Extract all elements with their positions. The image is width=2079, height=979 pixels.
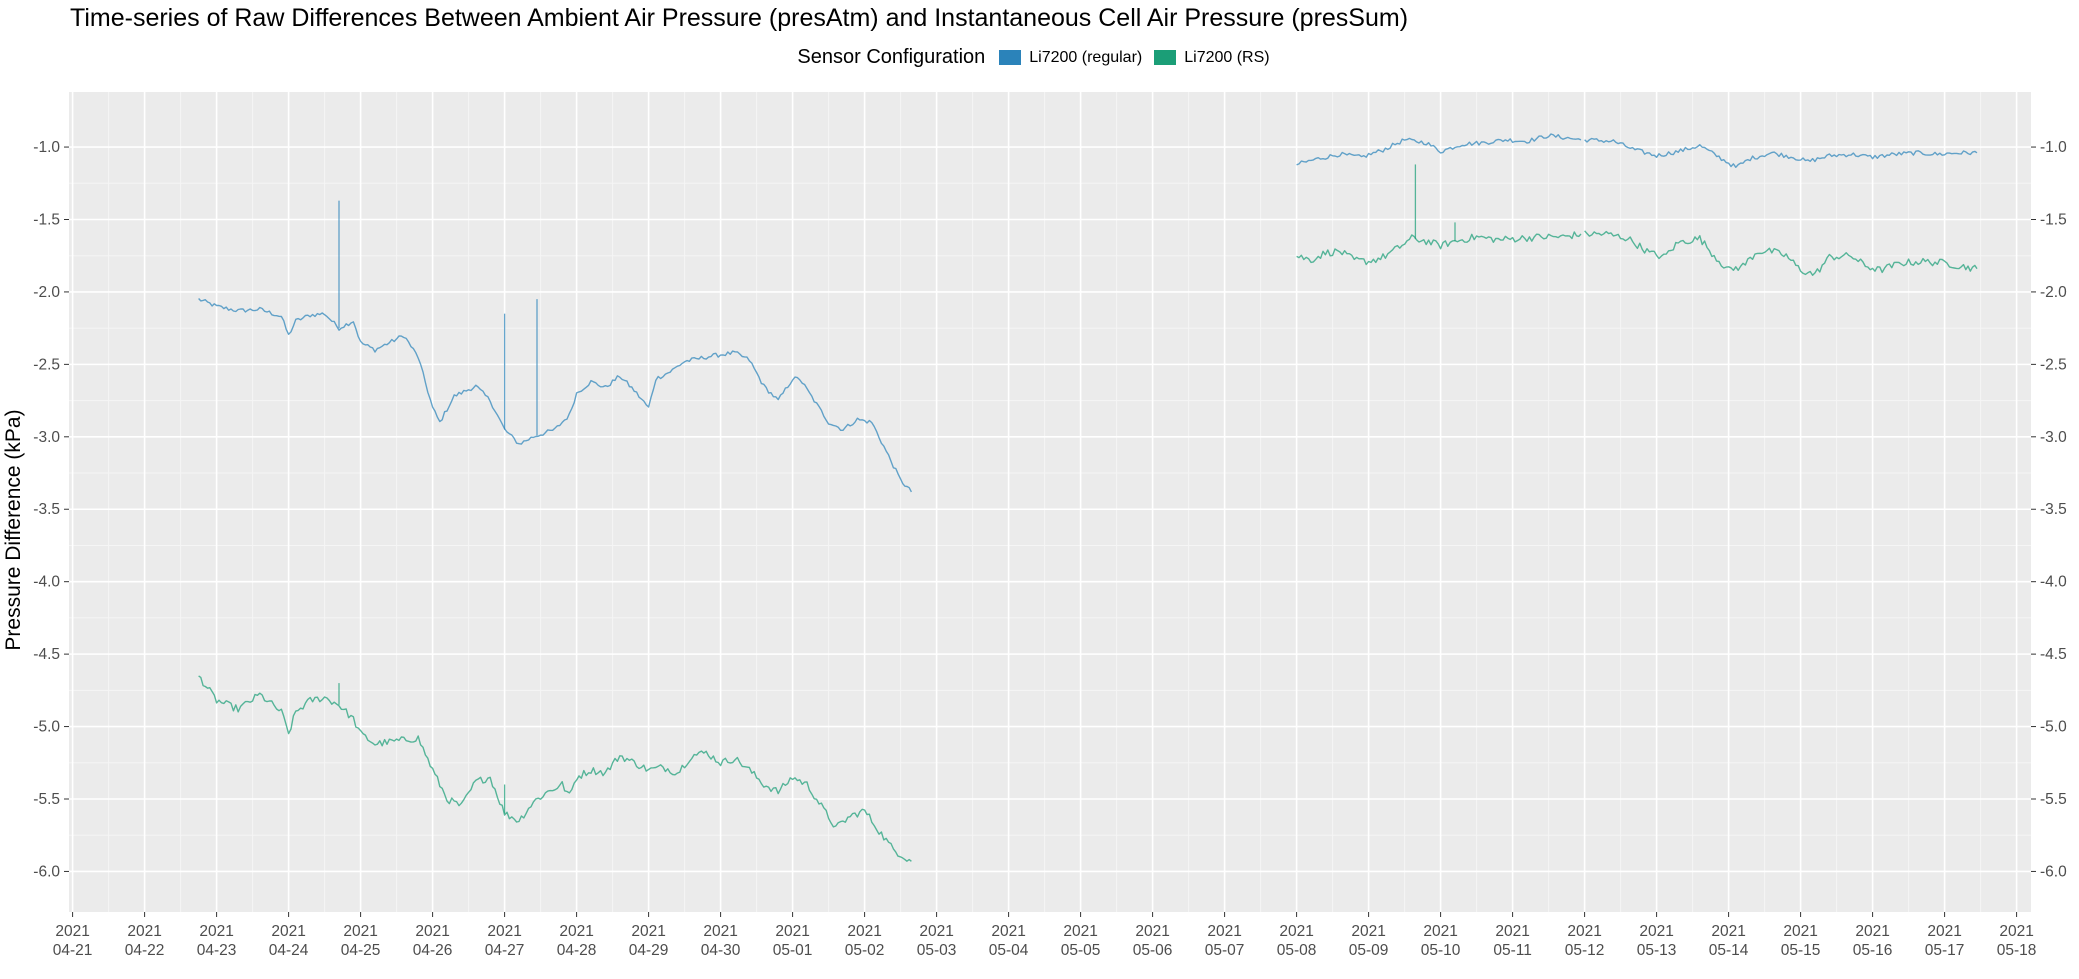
- series-rs-line: [1584, 230, 1978, 276]
- legend-swatch-rs: [1154, 50, 1177, 65]
- series-rs-line: [198, 675, 912, 862]
- legend-item-rs: Li7200 (RS): [1154, 48, 1270, 67]
- x-tick-label-date: 04-21: [53, 942, 93, 959]
- x-tick-label-year: 2021: [919, 923, 953, 940]
- x-tick-label-year: 2021: [271, 923, 305, 940]
- x-tick-label-date: 05-06: [1133, 942, 1173, 959]
- x-tick-label-year: 2021: [487, 923, 521, 940]
- x-tick-label-year: 2021: [1927, 923, 1961, 940]
- series-regular-line: [198, 298, 913, 493]
- x-tick-label-date: 04-29: [629, 942, 669, 959]
- x-tick-label-year: 2021: [1855, 923, 1889, 940]
- y-tick-label-right: -2.5: [2040, 356, 2067, 373]
- x-tick-label-year: 2021: [1351, 923, 1385, 940]
- x-tick-label-date: 04-26: [413, 942, 453, 959]
- y-tick-label-right: -4.0: [2040, 574, 2067, 591]
- x-tick-label-date: 05-12: [1565, 942, 1605, 959]
- x-tick-label-year: 2021: [991, 923, 1025, 940]
- x-tick-label-year: 2021: [1279, 923, 1313, 940]
- x-tick-label-date: 05-14: [1709, 942, 1749, 959]
- x-tick-label-date: 05-01: [773, 942, 813, 959]
- legend-swatch-regular: [999, 50, 1022, 65]
- x-tick-label-date: 05-02: [845, 942, 885, 959]
- y-tick-label-right: -6.0: [2040, 863, 2067, 880]
- y-tick-label-left: -3.5: [33, 501, 60, 518]
- x-tick-label-year: 2021: [631, 923, 665, 940]
- x-tick-label-date: 05-08: [1277, 942, 1317, 959]
- x-tick-label-year: 2021: [703, 923, 737, 940]
- y-tick-label-left: -1.5: [33, 211, 60, 228]
- series-regular-line: [1296, 133, 1582, 166]
- x-tick-label-date: 05-13: [1637, 942, 1677, 959]
- x-tick-label-year: 2021: [127, 923, 161, 940]
- x-tick-label-date: 04-28: [557, 942, 597, 959]
- x-tick-label-year: 2021: [559, 923, 593, 940]
- x-tick-label-year: 2021: [847, 923, 881, 940]
- x-tick-label-date: 05-10: [1421, 942, 1461, 959]
- x-tick-label-date: 05-03: [917, 942, 957, 959]
- x-tick-label-year: 2021: [55, 923, 89, 940]
- x-tick-label-date: 05-07: [1205, 942, 1245, 959]
- x-tick-label-year: 2021: [1423, 923, 1457, 940]
- y-tick-label-right: -1.5: [2040, 211, 2067, 228]
- x-tick-label-year: 2021: [1711, 923, 1745, 940]
- x-tick-label-date: 04-24: [269, 942, 309, 959]
- y-tick-label-right: -2.0: [2040, 284, 2067, 301]
- series-regular-line: [1584, 137, 1978, 168]
- x-tick-label-year: 2021: [199, 923, 233, 940]
- legend-label-regular: Li7200 (regular): [1029, 48, 1143, 66]
- x-tick-label-year: 2021: [1783, 923, 1817, 940]
- y-tick-label-right: -5.0: [2040, 719, 2067, 736]
- x-tick-label-date: 04-25: [341, 942, 381, 959]
- x-tick-label-date: 04-23: [197, 942, 237, 959]
- x-tick-label-year: 2021: [1639, 923, 1673, 940]
- y-tick-label-right: -5.5: [2040, 791, 2067, 808]
- y-tick-label-left: -1.0: [33, 139, 60, 156]
- x-tick-label-date: 05-11: [1493, 942, 1532, 959]
- x-tick-label-year: 2021: [1999, 923, 2033, 940]
- x-tick-label-date: 05-17: [1925, 942, 1965, 959]
- x-tick-label-year: 2021: [343, 923, 377, 940]
- x-tick-label-year: 2021: [1135, 923, 1169, 940]
- x-tick-label-date: 05-16: [1853, 942, 1893, 959]
- y-tick-label-left: -4.5: [33, 646, 60, 663]
- legend: Sensor Configuration Li7200 (regular) Li…: [0, 46, 2079, 69]
- x-tick-label-date: 04-22: [125, 942, 165, 959]
- x-tick-label-date: 04-30: [701, 942, 741, 959]
- x-tick-label-date: 05-09: [1349, 942, 1389, 959]
- y-tick-label-right: -3.5: [2040, 501, 2067, 518]
- x-tick-label-date: 05-05: [1061, 942, 1101, 959]
- x-tick-label-date: 05-18: [1997, 942, 2037, 959]
- series-rs-line: [1296, 231, 1582, 266]
- x-tick-label-year: 2021: [775, 923, 809, 940]
- y-tick-label-left: -5.5: [33, 791, 60, 808]
- y-tick-label-right: -4.5: [2040, 646, 2067, 663]
- plot-panel: [69, 92, 2031, 912]
- y-tick-label-left: -5.0: [33, 719, 60, 736]
- x-tick-label-year: 2021: [1207, 923, 1241, 940]
- chart-title: Time-series of Raw Differences Between A…: [70, 4, 1409, 32]
- x-tick-label-year: 2021: [1567, 923, 1601, 940]
- x-tick-label-year: 2021: [415, 923, 449, 940]
- legend-title: Sensor Configuration: [797, 46, 986, 68]
- y-tick-label-left: -2.0: [33, 284, 60, 301]
- y-tick-label-left: -4.0: [33, 574, 60, 591]
- legend-label-rs: Li7200 (RS): [1184, 48, 1270, 66]
- y-tick-label-left: -2.5: [33, 356, 60, 373]
- y-tick-label-left: -3.0: [33, 429, 60, 446]
- x-tick-label-date: 05-04: [989, 942, 1029, 959]
- y-tick-label-left: -6.0: [33, 863, 60, 880]
- x-tick-label-date: 05-15: [1781, 942, 1821, 959]
- y-tick-label-right: -1.0: [2040, 139, 2067, 156]
- y-tick-label-right: -3.0: [2040, 429, 2067, 446]
- x-tick-label-date: 04-27: [485, 942, 525, 959]
- x-tick-label-year: 2021: [1063, 923, 1097, 940]
- x-tick-label-year: 2021: [1495, 923, 1529, 940]
- legend-item-regular: Li7200 (regular): [999, 49, 1142, 67]
